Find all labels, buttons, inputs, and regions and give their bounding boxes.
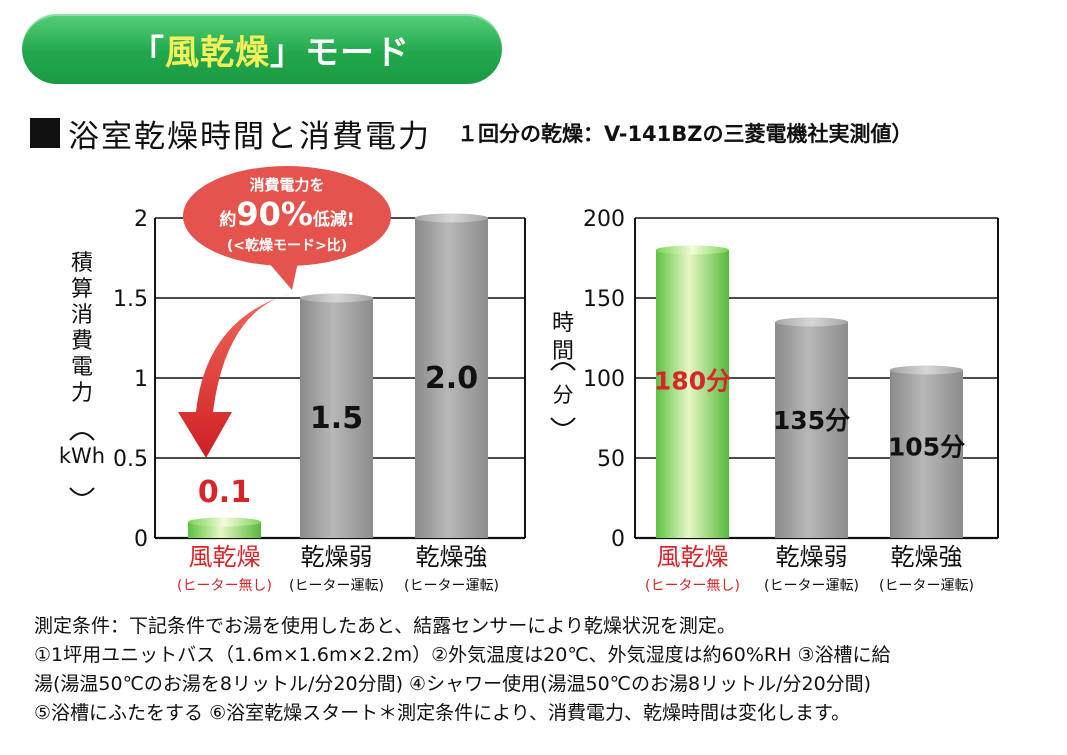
y-axis-unit: 分 [553, 383, 574, 407]
y-unit-paren-open-icon [69, 432, 95, 441]
bar-2 [415, 218, 488, 538]
category-note: (ヒーター無し) [177, 578, 272, 594]
section-title-subtitle: １回分の乾燥：V-141BZの三菱電機社実測値） [457, 122, 913, 146]
bar-1 [300, 298, 373, 538]
y-tick-label: 1 [134, 367, 148, 392]
note-line-4: ⑤浴槽にふたをする ⑥浴室乾燥スタート＊測定条件により、消費電力、乾燥時間は変化… [34, 702, 851, 724]
y-axis-label-char: 力 [71, 381, 93, 406]
note-line-3: 湯(湯温50℃のお湯を8リットル/分20分間) ④シャワー使用(湯温50℃のお湯… [34, 673, 872, 695]
bar-top-1 [775, 317, 848, 327]
y-tick-label: 0.5 [113, 447, 148, 472]
category-note: (ヒーター運転) [879, 578, 974, 594]
square-bullet-icon [30, 118, 60, 148]
balloon-line2: 約90%低減! [219, 195, 354, 233]
y-unit-paren-close-icon [550, 417, 576, 426]
y-tick-label: 200 [583, 207, 625, 232]
header-rest: モード [305, 32, 410, 73]
bar-top-0 [656, 245, 729, 255]
balloon-line1: 消費電力を [249, 176, 324, 194]
y-axis-label-char: 消 [71, 303, 93, 328]
category-note: (ヒーター無し) [645, 578, 740, 594]
bar-value-label: 180分 [654, 367, 731, 396]
category-label: 乾燥弱 [776, 543, 848, 571]
y-tick-label: 1.5 [113, 287, 148, 312]
y-axis-label-char: 間 [552, 339, 574, 364]
header-open-bracket: 「 [130, 32, 165, 73]
bar-2 [890, 370, 963, 538]
y-tick-label: 50 [597, 447, 625, 472]
y-axis-label-char: 費 [71, 329, 93, 354]
bar-top-2 [415, 213, 488, 223]
bar-value-label: 1.5 [310, 401, 363, 436]
bar-0 [188, 522, 261, 538]
bar-value-label: 105分 [888, 433, 965, 462]
section-title: 浴室乾燥時間と消費電力 １回分の乾燥：V-141BZの三菱電機社実測値） [30, 108, 913, 158]
measurement-notes: 測定条件：下記条件でお湯を使用したあと、結露センサーにより乾燥状況を測定。 ①1… [34, 612, 1044, 728]
category-label: 風乾燥 [189, 543, 261, 571]
bar-0 [656, 250, 729, 538]
reduction-arrow-icon [178, 293, 292, 458]
bar-value-label: 135分 [773, 406, 850, 435]
category-label: 風乾燥 [657, 543, 729, 571]
note-line-2: ①1坪用ユニットバス（1.6m×1.6m×2.2m）②外気温度は20℃、外気湿度… [34, 644, 891, 666]
category-label: 乾燥弱 [301, 543, 373, 571]
header-highlight: 風乾燥 [165, 32, 270, 73]
bar-value-label: 2.0 [425, 361, 478, 396]
bar-value-label: 0.1 [198, 475, 251, 510]
category-note: (ヒーター運転) [764, 578, 859, 594]
y-axis-label-char: 積 [71, 251, 93, 276]
reduction-balloon: 消費電力を 約90%低減! (<乾燥モード>比) [183, 166, 391, 290]
bar-top-1 [300, 293, 373, 303]
y-tick-label: 150 [583, 287, 625, 312]
y-axis-unit: kWh [59, 444, 105, 468]
mode-header-banner: 「風乾燥」モード [22, 14, 502, 84]
y-axis-label-char: 電 [71, 355, 93, 380]
category-note: (ヒーター運転) [404, 578, 499, 594]
balloon-prefix: 約 [219, 209, 236, 230]
bar-top-2 [890, 365, 963, 375]
note-line-1: 測定条件：下記条件でお湯を使用したあと、結露センサーにより乾燥状況を測定。 [34, 615, 736, 637]
y-tick-label: 100 [583, 367, 625, 392]
y-unit-paren-close-icon [69, 487, 95, 496]
section-title-main: 浴室乾燥時間と消費電力 [68, 118, 431, 155]
category-label: 乾燥強 [416, 543, 488, 571]
balloon-line3: (<乾燥モード>比) [227, 237, 347, 254]
y-tick-label: 0 [611, 527, 625, 552]
y-axis-label-char: 算 [71, 277, 93, 302]
y-axis-label-char: 時 [552, 311, 574, 336]
bar-top-0 [188, 517, 261, 527]
category-label: 乾燥強 [891, 543, 963, 571]
header-close-bracket: 」 [270, 32, 305, 73]
y-tick-label: 0 [134, 527, 148, 552]
category-note: (ヒーター運転) [289, 578, 384, 594]
y-unit-paren-open-icon [550, 362, 576, 371]
balloon-suffix: 低減! [312, 209, 355, 230]
balloon-big: 90% [236, 195, 313, 233]
y-tick-label: 2 [134, 207, 148, 232]
mode-header-title: 「風乾燥」モード [130, 25, 410, 74]
bar-1 [775, 322, 848, 538]
